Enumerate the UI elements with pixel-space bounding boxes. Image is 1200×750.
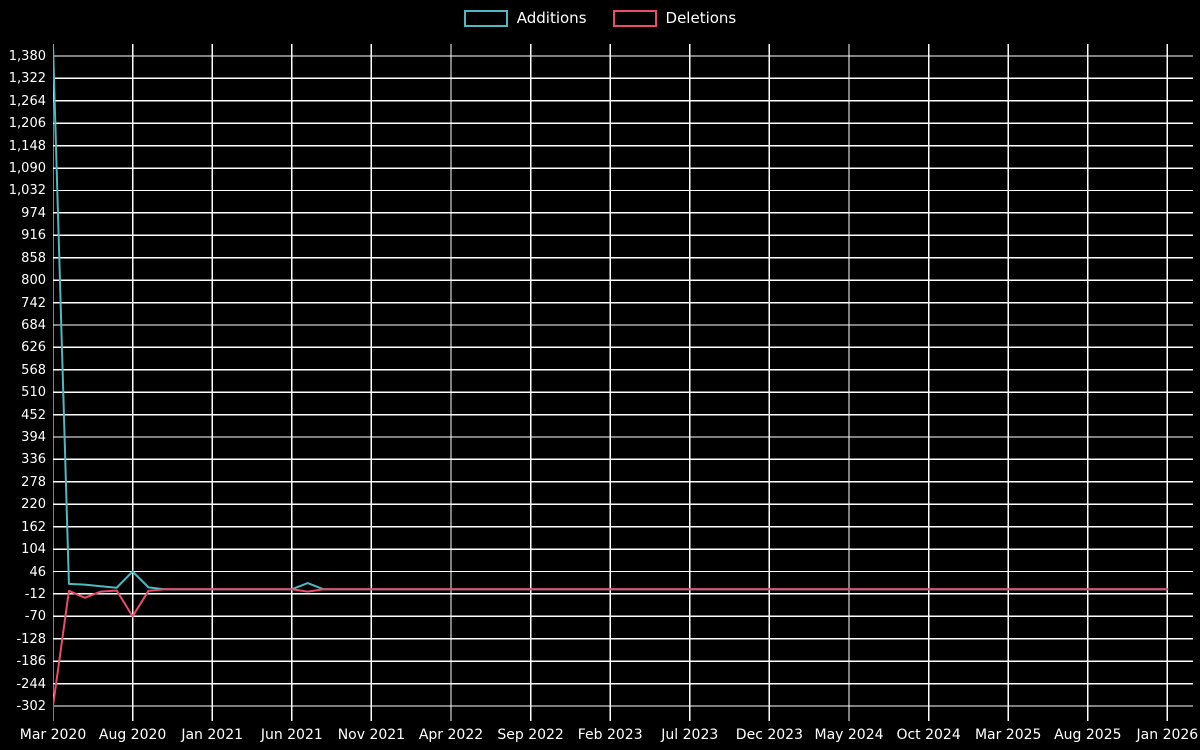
x-axis-tick: Jan 2021 (181, 727, 244, 743)
x-axis-tick: Mar 2020 (19, 727, 87, 743)
x-axis-tick: Feb 2023 (577, 727, 643, 743)
x-axis-tick: Jan 2026 (1136, 727, 1199, 743)
y-axis-tick: 626 (21, 340, 46, 356)
y-axis-tick: 1,148 (8, 138, 46, 154)
legend-label-deletions: Deletions (665, 8, 737, 27)
x-axis-tick: Dec 2023 (735, 727, 803, 743)
x-axis-tick: Oct 2024 (896, 727, 961, 743)
y-axis-tick: -186 (16, 654, 46, 670)
y-axis-tick: 1,380 (8, 49, 46, 64)
y-axis-tick: 800 (21, 273, 46, 289)
x-axis-tick: Apr 2022 (418, 727, 484, 743)
y-axis-tick: 684 (21, 317, 46, 333)
y-axis-tick: 220 (21, 497, 46, 513)
x-axis-tick: May 2024 (814, 727, 884, 743)
legend-label-additions: Additions (516, 8, 587, 27)
series-line-deletions (53, 588, 1169, 707)
x-axis-tick: Sep 2022 (497, 727, 564, 743)
x-axis-tick: Nov 2021 (337, 727, 406, 743)
chart-series (53, 44, 1169, 707)
y-axis-tick: 916 (21, 228, 46, 244)
y-axis-tick: 394 (21, 430, 46, 446)
chart-gridlines (53, 44, 1193, 721)
y-axis-tick: -70 (24, 609, 46, 625)
y-axis-tick: 568 (21, 362, 46, 378)
y-axis-tick: 1,206 (8, 116, 46, 132)
y-axis-tick: 974 (21, 205, 46, 221)
y-axis-tick: 858 (21, 250, 46, 266)
x-axis-tick: Mar 2025 (974, 727, 1042, 743)
y-axis-tick: 452 (21, 407, 46, 423)
chart-legend: Additions Deletions (0, 0, 1200, 36)
y-axis-tick: 162 (21, 519, 46, 535)
y-axis-tick: 1,264 (8, 93, 46, 109)
legend-swatch-additions (463, 9, 508, 27)
y-axis-tick: 104 (21, 542, 46, 558)
series-line-additions (53, 44, 1169, 591)
y-axis-tick: 1,322 (8, 71, 46, 87)
x-axis-tick: Jul 2023 (661, 727, 719, 743)
legend-item-additions[interactable]: Additions (463, 8, 587, 27)
x-axis-tick: Aug 2020 (98, 727, 167, 743)
y-axis-tick: 1,032 (8, 183, 46, 199)
y-axis-tick: 278 (21, 474, 46, 490)
y-axis-tick: 46 (29, 564, 46, 580)
y-axis-tick: -12 (24, 586, 46, 602)
x-axis-tick-labels: Mar 2020 Aug 2020 Jan 2021 Jun 2021 Nov 2021… (0, 728, 1200, 750)
y-axis-tick: -302 (16, 699, 46, 714)
y-axis-tick: 510 (21, 385, 46, 401)
y-axis-tick: -128 (16, 631, 46, 647)
y-axis-tick: 1,090 (8, 161, 46, 177)
y-axis-tick: 336 (21, 452, 46, 468)
y-axis-tick: 742 (21, 295, 46, 311)
y-axis-tick: -244 (16, 676, 46, 692)
legend-item-deletions[interactable]: Deletions (612, 8, 737, 27)
x-axis-tick: Jun 2021 (260, 727, 323, 743)
legend-swatch-deletions (612, 9, 657, 27)
x-axis-tick: Aug 2025 (1054, 727, 1122, 743)
plot-area (53, 44, 1193, 721)
